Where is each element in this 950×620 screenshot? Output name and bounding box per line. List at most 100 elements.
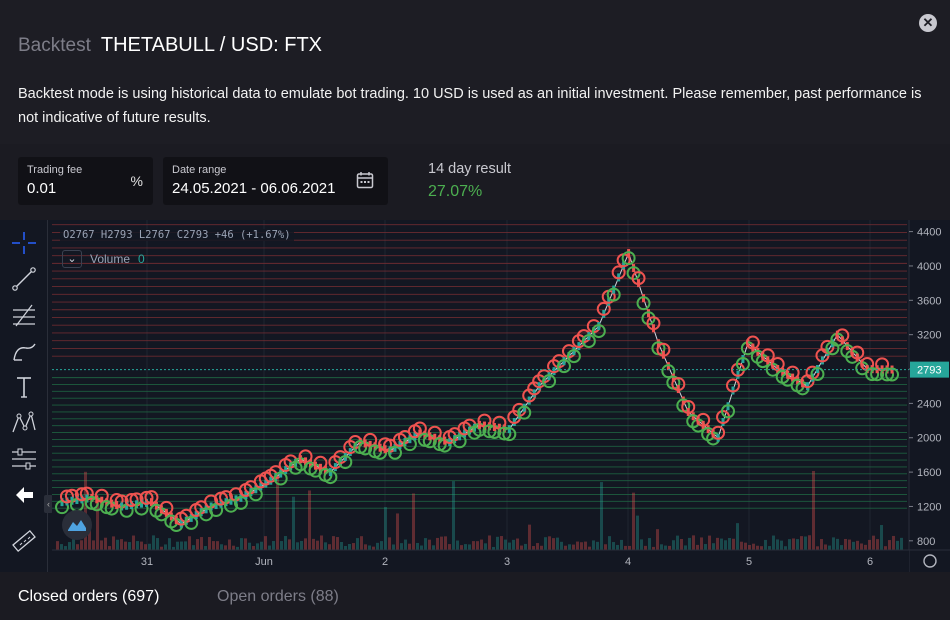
drawing-toolbar: ‹ xyxy=(0,220,53,572)
volume-bar xyxy=(348,543,351,550)
sell-marker xyxy=(611,265,626,280)
volume-bar xyxy=(64,546,67,550)
volume-bar xyxy=(196,539,199,550)
candle xyxy=(587,332,591,341)
volume-bar xyxy=(164,544,167,550)
sell-marker xyxy=(696,412,711,427)
volume-bar xyxy=(332,536,335,550)
volume-bar xyxy=(692,535,695,550)
volume-bar xyxy=(620,539,623,550)
candle xyxy=(502,424,506,433)
volume-bar xyxy=(732,538,735,550)
crosshair-icon[interactable] xyxy=(8,228,40,258)
volume-bar xyxy=(232,545,235,550)
buy-marker xyxy=(721,404,736,419)
volume-bar xyxy=(588,546,591,550)
volume-bar xyxy=(792,538,795,550)
volume-bar xyxy=(88,518,91,550)
ruler-icon[interactable] xyxy=(8,526,40,556)
chevron-down-icon[interactable]: ⌄ xyxy=(62,250,82,268)
candle xyxy=(189,513,193,522)
candle xyxy=(448,438,452,447)
volume-bar xyxy=(524,543,527,550)
sell-marker xyxy=(144,490,159,505)
volume-bar xyxy=(712,543,715,550)
date-range-input[interactable]: 24.05.2021 - 06.06.2021 xyxy=(172,180,336,197)
back-arrow-icon[interactable] xyxy=(8,480,40,510)
volume-bar xyxy=(768,546,771,550)
measure-icon[interactable] xyxy=(8,444,40,474)
volume-bar xyxy=(420,545,423,550)
price-chart[interactable]: ‹ 44004000360032002800240020001600120080… xyxy=(0,220,950,572)
text-icon[interactable] xyxy=(8,372,40,402)
volume-bar xyxy=(96,503,99,550)
buy-marker xyxy=(233,495,248,510)
volume-bar xyxy=(856,540,859,550)
volume-bar xyxy=(324,542,327,550)
volume-bar xyxy=(480,539,483,550)
volume-bar xyxy=(472,541,475,550)
volume-bar xyxy=(748,545,751,550)
volume-bar xyxy=(100,540,103,550)
trading-fee-input[interactable]: 0.01 xyxy=(27,180,57,197)
volume-bar xyxy=(180,541,183,550)
buy-marker xyxy=(735,357,750,372)
x-tick-label: 31 xyxy=(141,556,153,568)
volume-bar xyxy=(740,541,743,550)
calendar-icon[interactable] xyxy=(356,171,374,189)
volume-bar xyxy=(304,538,307,550)
volume-bar xyxy=(452,481,455,550)
volume-bar xyxy=(132,535,135,550)
volume-bar xyxy=(108,546,111,550)
tab-open-orders[interactable]: Open orders (88) xyxy=(217,588,339,605)
volume-bar xyxy=(344,545,347,550)
settings-gear-icon[interactable] xyxy=(923,554,937,568)
y-tick-label: 4400 xyxy=(917,227,941,239)
fib-icon[interactable] xyxy=(8,300,40,330)
close-icon[interactable]: ✕ xyxy=(919,14,937,32)
volume-bar xyxy=(384,507,387,550)
collapse-toolbar-icon[interactable]: ‹ xyxy=(44,495,53,513)
brush-icon[interactable] xyxy=(8,336,40,366)
volume-bar xyxy=(124,541,127,550)
volume-bar xyxy=(220,544,223,550)
trading-fee-field[interactable]: Trading fee 0.01 % xyxy=(18,157,153,205)
volume-bar xyxy=(568,544,571,550)
buy-marker xyxy=(591,324,606,339)
volume-bar xyxy=(884,546,887,550)
volume-bar xyxy=(448,544,451,550)
volume-bar xyxy=(428,539,431,550)
candle xyxy=(617,273,621,282)
volume-bar xyxy=(512,539,515,550)
buy-marker xyxy=(209,503,224,518)
volume-label: Volume xyxy=(90,252,131,266)
volume-bar xyxy=(72,539,75,550)
volume-bar xyxy=(652,546,655,550)
volume-bar xyxy=(80,540,83,550)
trendline-icon[interactable] xyxy=(8,264,40,294)
sell-marker xyxy=(671,377,686,392)
volume-bar xyxy=(608,536,611,550)
volume-bar xyxy=(356,538,359,550)
chart-canvas[interactable]: 4400400036003200280024002000160012008002… xyxy=(52,220,950,572)
x-tick-label: 5 xyxy=(746,556,752,568)
buy-marker xyxy=(273,471,288,486)
volume-bar xyxy=(528,524,531,550)
tab-closed-orders[interactable]: Closed orders (697) xyxy=(18,588,160,605)
volume-bar xyxy=(636,515,639,550)
pattern-icon[interactable] xyxy=(8,408,40,438)
volume-bar xyxy=(340,541,343,550)
volume-bar xyxy=(532,546,535,550)
volume-bar xyxy=(476,541,479,550)
volume-bar xyxy=(320,535,323,550)
date-range-field[interactable]: Date range 24.05.2021 - 06.06.2021 xyxy=(163,157,388,205)
chart-logo-icon[interactable] xyxy=(62,510,92,540)
volume-bar xyxy=(468,544,471,550)
volume-bar xyxy=(500,536,503,550)
volume-bar xyxy=(784,546,787,550)
candle xyxy=(204,505,208,514)
candle xyxy=(602,309,606,318)
sell-marker xyxy=(711,425,726,440)
volume-bar xyxy=(668,545,671,550)
title-prefix: Backtest xyxy=(18,35,91,56)
